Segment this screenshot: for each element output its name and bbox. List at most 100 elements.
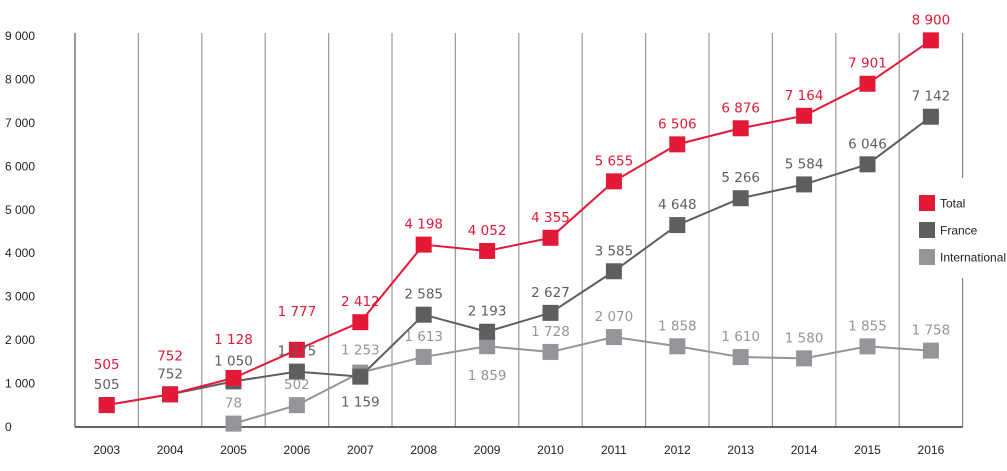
marker-total [542, 229, 559, 246]
marker-total [98, 397, 115, 414]
data-label-total: 752 [157, 348, 183, 364]
data-label-international: 1 858 [658, 318, 697, 334]
marker-total [859, 75, 876, 92]
data-label-france: 6 046 [848, 136, 887, 152]
data-label-france: 505 [94, 377, 120, 393]
legend-swatch-total [919, 195, 935, 211]
y-tick-label: 8 000 [5, 72, 35, 86]
x-tick-label: 2009 [474, 443, 501, 457]
marker-france [732, 190, 749, 207]
series-line-france [106, 115, 932, 407]
marker-total [162, 386, 179, 403]
marker-international [479, 338, 496, 355]
data-label-international: 502 [284, 377, 310, 393]
marker-international [225, 415, 242, 432]
gridlines [74, 33, 964, 428]
series-lines [106, 39, 932, 425]
data-label-france: 2 585 [404, 287, 443, 303]
marker-international [796, 350, 813, 367]
marker-total [352, 314, 369, 331]
legend-label-total: Total [940, 197, 965, 211]
data-label-total: 1 777 [278, 304, 317, 320]
marker-international [669, 338, 686, 355]
data-label-france: 1 159 [341, 395, 380, 411]
data-label-france: 2 193 [468, 304, 507, 320]
x-tick-label: 2005 [220, 443, 247, 457]
x-tick-label: 2006 [284, 443, 311, 457]
marker-total [669, 136, 686, 153]
data-label-international: 1 580 [785, 330, 824, 346]
marker-france [922, 108, 939, 125]
data-label-total: 2 412 [341, 294, 380, 310]
marker-total [796, 107, 813, 124]
marker-france [542, 304, 559, 321]
data-label-france: 1 050 [214, 353, 253, 369]
data-label-international: 1 758 [912, 323, 951, 339]
data-label-france: 3 585 [595, 243, 634, 259]
series-markers [98, 32, 939, 432]
marker-total [922, 32, 939, 49]
data-label-france: 2 627 [531, 285, 570, 301]
marker-france [479, 323, 496, 340]
marker-total [288, 341, 305, 358]
data-label-france: 5 584 [785, 156, 824, 172]
x-tick-label: 2011 [601, 443, 627, 457]
x-tick-label: 2013 [727, 443, 754, 457]
marker-total [415, 236, 432, 253]
data-label-total: 6 876 [721, 100, 760, 116]
marker-international [542, 343, 559, 360]
data-label-france: 5 266 [721, 170, 760, 186]
data-label-international: 2 070 [595, 309, 634, 325]
data-label-total: 4 198 [404, 217, 443, 233]
y-tick-label: 4 000 [5, 246, 35, 260]
data-label-france: 7 142 [912, 89, 951, 105]
x-tick-label: 2015 [854, 443, 881, 457]
x-tick-label: 2016 [918, 443, 945, 457]
data-label-total: 505 [94, 357, 120, 373]
legend-label-france: France [940, 224, 978, 238]
legend-label-international: International [940, 251, 1006, 265]
legend-swatch-france [919, 222, 935, 238]
legend: Total France International [919, 195, 1006, 265]
series-line-international [233, 336, 931, 425]
marker-france [415, 306, 432, 323]
x-tick-label: 2014 [791, 443, 818, 457]
data-label-france: 1 275 [278, 344, 317, 360]
data-label-international: 1 610 [721, 329, 760, 345]
data-label-international: 1 859 [468, 368, 507, 384]
data-label-international: 78 [225, 396, 242, 412]
marker-international [415, 348, 432, 365]
data-label-total: 7 901 [848, 56, 887, 72]
data-label-total: 1 128 [214, 332, 253, 348]
marker-international [288, 397, 305, 414]
x-axis: 2003 2004 2005 2006 2007 2008 2009 2010 2011 2012… [93, 443, 944, 457]
y-tick-label: 5 000 [5, 203, 35, 217]
data-label-international: 1 855 [848, 318, 887, 334]
y-tick-label: 6 000 [5, 159, 35, 173]
x-tick-label: 2008 [410, 443, 437, 457]
data-labels: 505 752 1 128 1 777 2 412 4 198 4 052 4 355 5 65… [94, 12, 950, 411]
data-label-international: 1 728 [531, 324, 570, 340]
marker-france [859, 156, 876, 173]
marker-france [352, 368, 369, 385]
x-tick-label: 2007 [347, 443, 374, 457]
y-tick-label: 3 000 [5, 290, 35, 304]
data-label-total: 6 506 [658, 116, 697, 132]
x-tick-label: 2003 [93, 443, 120, 457]
data-label-total: 4 355 [531, 210, 570, 226]
x-tick-label: 2004 [157, 443, 184, 457]
y-tick-label: 9 000 [5, 29, 35, 43]
y-axis: 0 1 000 2 000 3 000 4 000 5 000 6 000 7 000 8 00… [5, 29, 35, 434]
data-label-total: 8 900 [912, 12, 951, 28]
marker-international [859, 338, 876, 355]
x-tick-label: 2012 [664, 443, 691, 457]
y-tick-label: 0 [5, 420, 12, 434]
data-label-total: 4 052 [468, 223, 507, 239]
data-label-total: 7 164 [785, 88, 824, 104]
data-label-international: 1 253 [341, 343, 380, 359]
data-label-total: 5 655 [595, 153, 634, 169]
x-tick-label: 2010 [537, 443, 564, 457]
marker-total [732, 120, 749, 137]
y-tick-label: 2 000 [5, 333, 35, 347]
